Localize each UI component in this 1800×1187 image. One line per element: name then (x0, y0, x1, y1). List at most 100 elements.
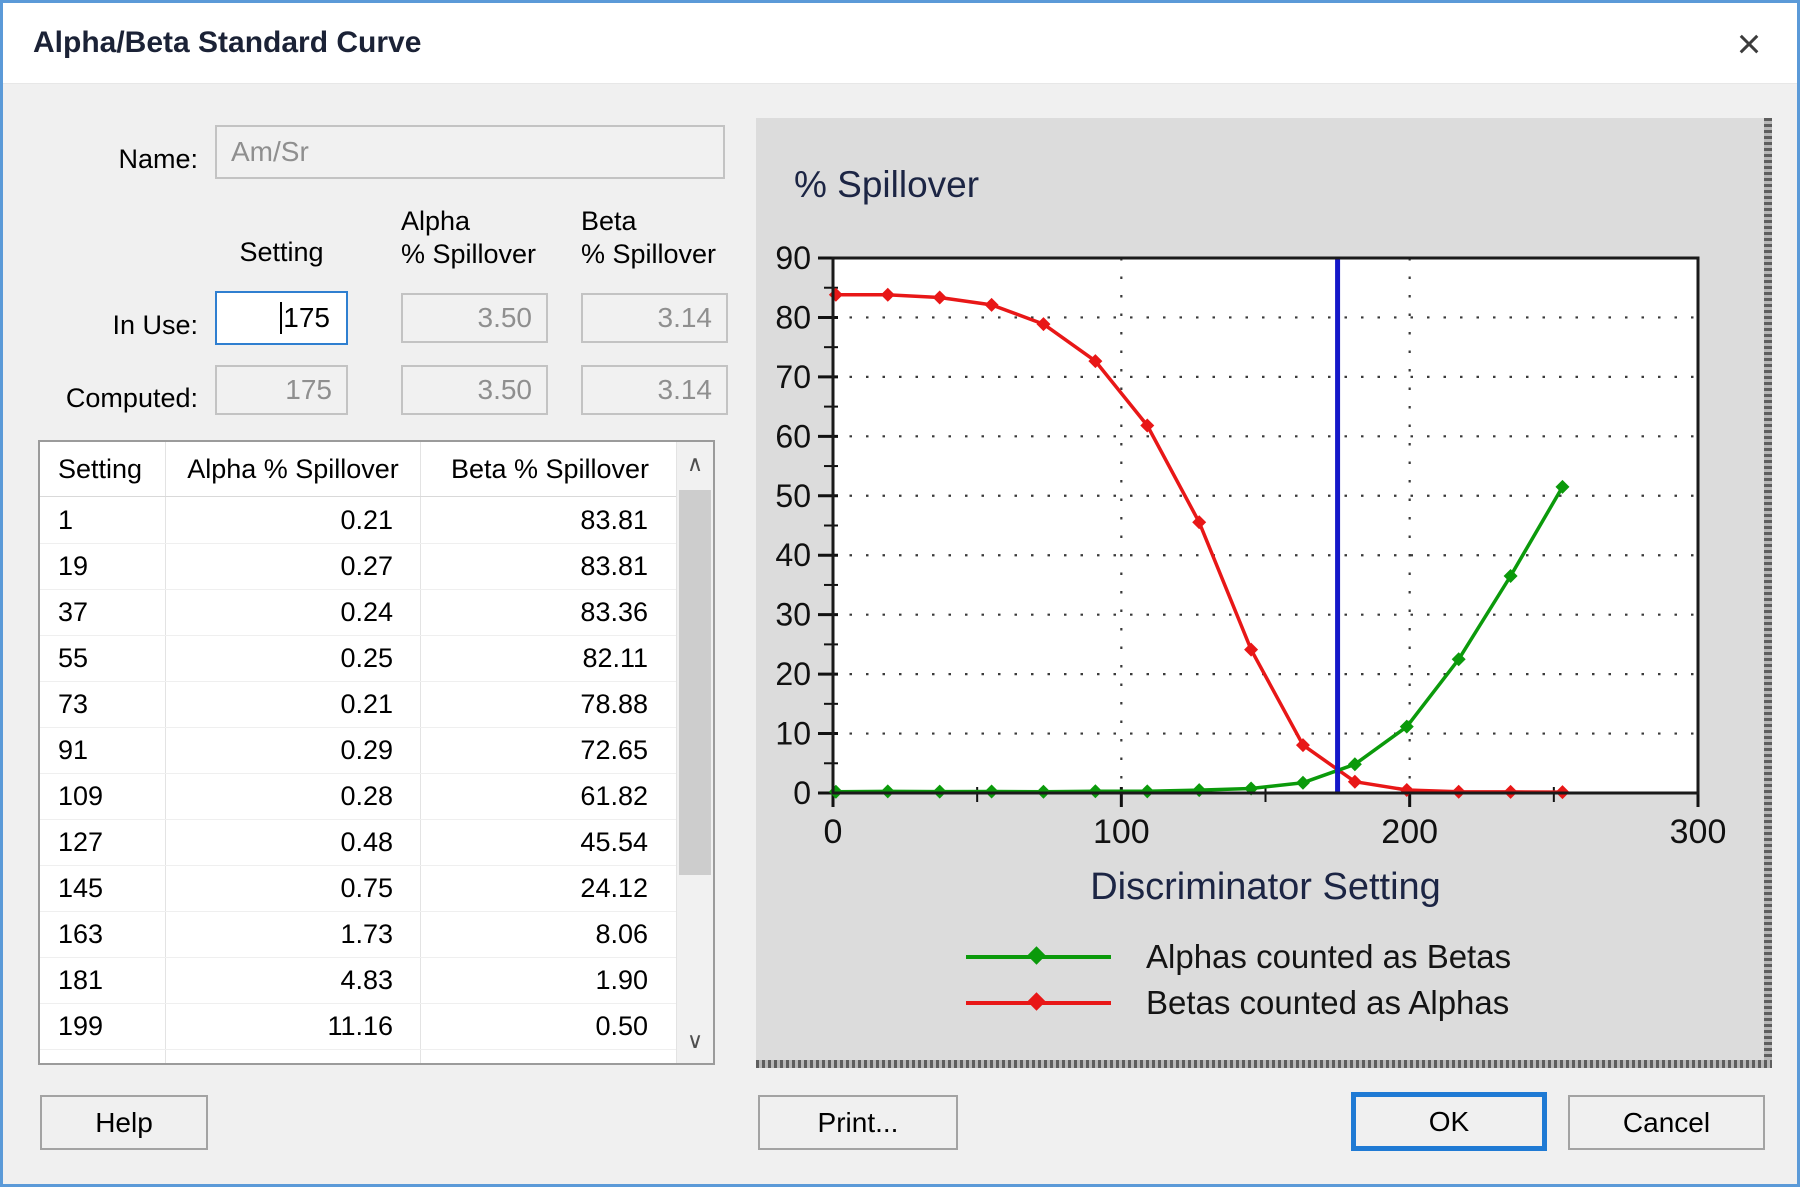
in-use-label: In Use: (112, 310, 198, 340)
help-button[interactable]: Help (40, 1095, 208, 1150)
svg-text:20: 20 (775, 656, 811, 692)
scroll-down-icon[interactable]: ∨ (686, 1028, 704, 1053)
cell-alpha: 0.24 (340, 597, 393, 627)
table-row: 19 0.27 83.81 (40, 544, 679, 590)
cell-setting: 91 (58, 735, 89, 765)
name-field: Am/Sr (215, 125, 725, 179)
legend-label-alphas: Alphas counted as Betas (1146, 938, 1512, 975)
setting-column-header: Setting (239, 237, 324, 267)
computed-alpha-value: 3.50 (477, 374, 533, 405)
cell-setting: 55 (58, 643, 89, 673)
cell-alpha: 0.28 (340, 781, 393, 811)
table-row: 1 0.21 83.81 (40, 498, 679, 544)
print-button[interactable]: Print... (758, 1095, 958, 1150)
x-axis-title: Discriminator Setting (1090, 866, 1441, 908)
alpha-column-header: Alpha % Spillover (401, 205, 536, 271)
legend-label-betas: Betas counted as Alphas (1146, 984, 1510, 1021)
table-body: 1 0.21 83.81 19 0.27 83.81 37 0.24 83.36 55 0.25 82… (40, 498, 679, 1063)
scroll-up-icon[interactable]: ∧ (686, 451, 704, 476)
in-use-beta-value: 3.14 (657, 302, 713, 333)
table-row: 199 11.16 0.50 (40, 1004, 679, 1050)
svg-text:60: 60 (775, 418, 811, 454)
cell-alpha: 0.21 (340, 505, 393, 535)
table-header-setting: Setting (58, 454, 143, 484)
table-row: 181 4.83 1.90 (40, 958, 679, 1004)
svg-text:70: 70 (775, 359, 811, 395)
svg-text:0: 0 (824, 813, 843, 851)
spillover-chart: 0 10 20 30 40 50 60 70 80 90 0 100 200 300 (775, 240, 1727, 851)
table-row: 91 0.29 72.65 (40, 728, 679, 774)
panel-edge-bottom (756, 1060, 1772, 1068)
cell-alpha: 4.83 (340, 965, 393, 995)
svg-text:100: 100 (1093, 813, 1150, 851)
cell-beta: 1.90 (595, 965, 648, 995)
ok-button[interactable]: OK (1351, 1092, 1547, 1151)
chart-panel: 0 10 20 30 40 50 60 70 80 90 0 100 200 300 % Spillove… (756, 118, 1772, 1068)
table-row: 55 0.25 82.11 (40, 636, 679, 682)
cell-setting: 19 (58, 551, 89, 581)
in-use-beta-field: 3.14 (581, 293, 728, 343)
scrollbar-thumb[interactable] (679, 490, 711, 875)
beta-column-header: Beta % Spillover (581, 205, 716, 271)
table-row: 73 0.21 78.88 (40, 682, 679, 728)
cell-setting: 181 (58, 965, 104, 995)
cell-beta: 83.81 (580, 551, 648, 581)
table-row: 109 0.28 61.82 (40, 774, 679, 820)
cancel-button[interactable]: Cancel (1568, 1095, 1765, 1150)
cell-beta: 83.81 (580, 505, 648, 535)
in-use-alpha-field: 3.50 (401, 293, 548, 343)
cell-beta: 61.82 (580, 781, 648, 811)
svg-text:200: 200 (1381, 813, 1438, 851)
svg-text:30: 30 (775, 597, 811, 633)
svg-text:40: 40 (775, 537, 811, 573)
cell-alpha: 0.29 (340, 735, 393, 765)
beta-header-line1: Beta (581, 206, 637, 236)
cell-setting: 145 (58, 873, 104, 903)
cell-alpha: 11.16 (327, 1011, 393, 1041)
table-row: 145 0.75 24.12 (40, 866, 679, 912)
cell-setting: 109 (58, 781, 104, 811)
window-title: Alpha/Beta Standard Curve (33, 26, 422, 59)
computed-beta-value: 3.14 (657, 374, 713, 405)
cell-alpha: 0.21 (340, 689, 393, 719)
computed-label: Computed: (65, 383, 198, 413)
name-value: Am/Sr (231, 136, 309, 167)
name-label: Name: (118, 144, 198, 174)
svg-text:10: 10 (775, 716, 811, 752)
computed-setting-value: 175 (285, 374, 332, 405)
in-use-setting-input[interactable]: 175 (215, 291, 348, 345)
svg-text:90: 90 (775, 240, 811, 276)
cell-setting: 127 (58, 827, 104, 857)
spillover-table: Setting Alpha % Spillover Beta % Spillov… (38, 440, 715, 1065)
cell-alpha: 0.75 (340, 873, 393, 903)
cell-beta: 72.65 (580, 735, 648, 765)
text-caret (280, 302, 283, 334)
chart-title: % Spillover (794, 164, 980, 205)
cell-beta: 83.36 (580, 597, 648, 627)
cell-setting: 199 (58, 1011, 104, 1041)
cell-setting: 37 (58, 597, 89, 627)
computed-beta-field: 3.14 (581, 365, 728, 415)
table-header-beta: Beta % Spillover (450, 454, 650, 484)
table-row: 37 0.24 83.36 (40, 590, 679, 636)
close-icon[interactable]: × (1736, 20, 1762, 67)
svg-text:80: 80 (775, 299, 811, 335)
cell-beta: 82.11 (582, 643, 648, 673)
cell-beta: 45.54 (580, 827, 648, 857)
title-bar: Alpha/Beta Standard Curve × (3, 3, 1797, 84)
computed-alpha-field: 3.50 (401, 365, 548, 415)
column-separator (165, 442, 166, 1063)
table-row: 163 1.73 8.06 (40, 912, 679, 958)
alpha-header-line1: Alpha (401, 206, 471, 236)
beta-header-line2: % Spillover (581, 239, 717, 269)
cell-setting: 73 (58, 689, 89, 719)
svg-text:300: 300 (1670, 813, 1727, 851)
table-scrollbar[interactable]: ∧ ∨ (676, 442, 713, 1063)
cell-alpha: 0.48 (340, 827, 393, 857)
cell-setting: 1 (58, 505, 74, 535)
cell-setting: 163 (58, 919, 104, 949)
cell-beta: 24.12 (580, 873, 648, 903)
cell-alpha: 1.73 (340, 919, 393, 949)
svg-text:0: 0 (793, 775, 811, 811)
